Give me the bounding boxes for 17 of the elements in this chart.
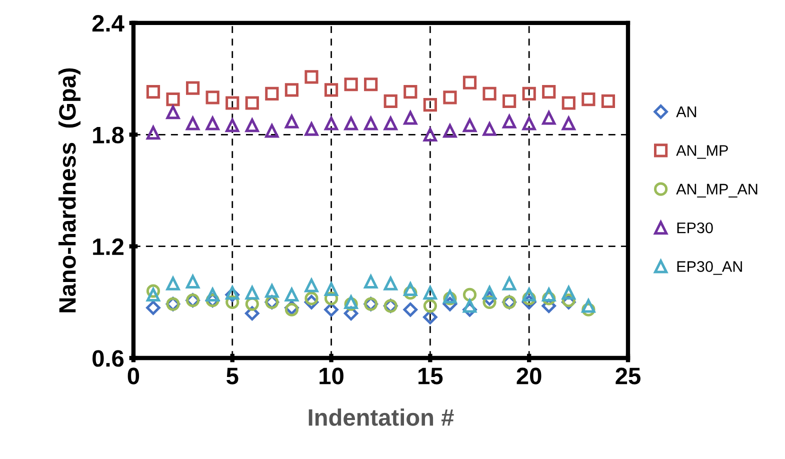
y-tick-label: 1.2 xyxy=(93,238,124,255)
y-tick-label: 0.6 xyxy=(92,350,124,367)
legend-label: AN_MP xyxy=(676,145,728,159)
legend-label: EP30_AN xyxy=(677,261,742,275)
x-axis-title: Indentation # xyxy=(308,408,454,426)
x-tick-label: 25 xyxy=(616,368,640,384)
y-axis-title: Nano-hardness (Gpa) xyxy=(58,68,80,312)
x-tick-label: 20 xyxy=(516,368,542,384)
x-tick-label: 5 xyxy=(226,368,238,384)
x-tick-label: 10 xyxy=(320,368,344,384)
legend-label: AN xyxy=(676,106,696,118)
x-tick-label: 0 xyxy=(128,368,140,384)
legend-label: EP30 xyxy=(677,222,713,234)
y-tick-label: 1.8 xyxy=(93,126,124,144)
legend-label: AN_MP_AN xyxy=(676,184,758,198)
x-tick-label: 15 xyxy=(418,368,443,384)
y-tick-label: 2.4 xyxy=(92,15,124,32)
